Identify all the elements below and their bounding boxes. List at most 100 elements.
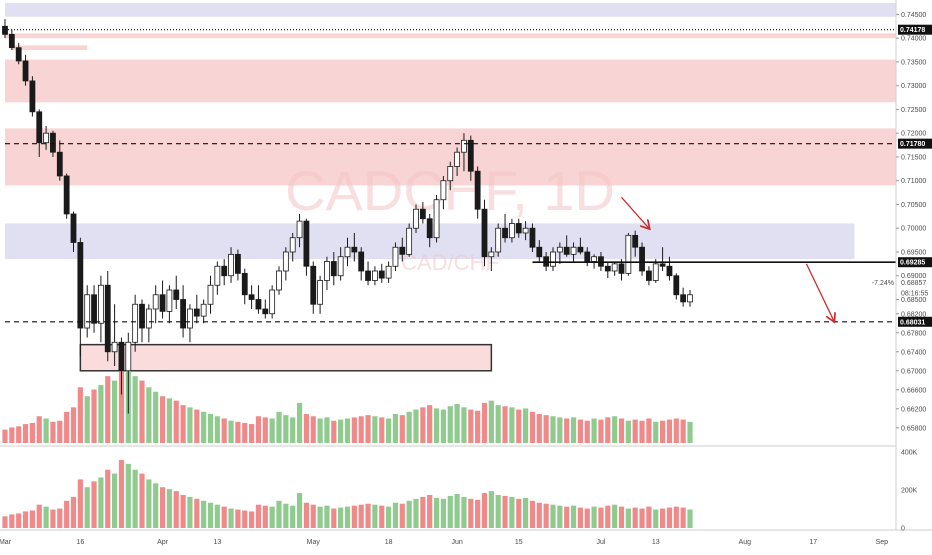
time-tick-label: Sep — [876, 539, 889, 546]
volume-pane-bar — [194, 498, 200, 528]
candle-body — [282, 251, 289, 272]
volume-bar — [386, 418, 392, 443]
price-axis[interactable]: 0.74500 0.74000 0.73500 0.73000 0.72500 0.720… — [872, 0, 932, 550]
volume-bar — [468, 409, 474, 443]
volume-pane-bar — [529, 500, 536, 528]
volume-bar — [618, 418, 625, 443]
volume-pane-bar — [221, 506, 227, 528]
candle-body — [296, 220, 303, 239]
levels-layer — [5, 29, 896, 323]
volume-bar — [77, 387, 83, 443]
volume-bar — [146, 387, 152, 443]
annotations-layer — [621, 196, 834, 321]
zones-layer — [5, 3, 896, 372]
candle-body — [577, 246, 584, 253]
volume-bar — [591, 418, 597, 443]
candle-body — [591, 256, 597, 262]
volume-bar — [605, 417, 611, 443]
time-tick-label: Aug — [739, 539, 752, 546]
volume-bar — [358, 416, 364, 443]
candle-body — [166, 289, 173, 312]
volume-pane-bar — [146, 479, 152, 528]
volume-bar — [523, 408, 529, 443]
candle-body — [317, 280, 324, 305]
candle-body — [467, 139, 474, 172]
volume-bar — [344, 418, 351, 443]
volume-bar — [16, 426, 22, 443]
candle-body — [152, 294, 159, 310]
price-tick-label: 0.67800 — [901, 330, 926, 337]
volume-pane-bar — [584, 508, 590, 528]
volume-pane-bar — [379, 505, 385, 528]
candle-body — [214, 265, 221, 286]
volume-pane-bar — [481, 493, 488, 528]
candle-body — [508, 223, 515, 239]
volume-pane-bar — [433, 497, 440, 528]
candle-body — [611, 263, 618, 272]
volume-pane-bar — [283, 503, 289, 528]
candle-body — [324, 261, 330, 281]
current-price: 0.68857 — [901, 280, 926, 287]
time-axis[interactable]: Mar 16 Apr 13 May 18 Jun 15 Jul 13 Aug 17 Sep — [0, 529, 932, 546]
volume-bar — [687, 421, 693, 443]
volume-pane-bar — [269, 506, 275, 528]
volume-pane-bar — [132, 469, 138, 528]
candle-body — [234, 253, 241, 274]
candle-body — [2, 25, 8, 35]
level-tag-level-support — [898, 257, 932, 268]
candle-body — [454, 151, 461, 167]
volume-pane-bar — [50, 509, 56, 528]
volume-bar — [29, 422, 35, 443]
volume-bar — [283, 415, 289, 443]
volume-bar — [481, 402, 488, 443]
volume-bar — [84, 396, 90, 443]
price-tick-label: 0.71000 — [901, 178, 926, 185]
volume-bar — [413, 409, 419, 443]
volume-bar — [379, 417, 385, 443]
volume-bar — [475, 410, 481, 443]
zone-supply-upper — [5, 33, 896, 39]
candle-body — [187, 308, 193, 329]
candle-body — [680, 294, 687, 303]
volume-pane-bar — [564, 506, 570, 528]
volume-bar — [495, 405, 501, 443]
volume-pane-bar — [427, 494, 433, 528]
volume-bar — [338, 419, 344, 443]
volume-pane-bar — [365, 503, 371, 528]
volume-bar — [64, 411, 70, 443]
volume-pane-bar — [228, 508, 234, 528]
candle-body — [433, 199, 440, 239]
volume-bar — [557, 417, 563, 443]
volume-pane-bar — [98, 477, 104, 528]
price-tick-label: 0.74000 — [901, 36, 926, 43]
volume-bar — [159, 396, 166, 443]
volume-pane-bar — [317, 506, 323, 528]
volume-bar — [249, 424, 255, 443]
volume-bar — [440, 409, 446, 443]
candle-body — [221, 265, 228, 277]
volume-bar — [598, 419, 604, 443]
candle-body — [556, 246, 563, 253]
time-tick-label: 17 — [809, 539, 817, 546]
volume-bar — [57, 420, 63, 443]
volume-bar — [550, 416, 556, 443]
volume-bar — [276, 411, 282, 443]
candle-body — [255, 299, 262, 310]
time-tick-label: Jul — [596, 539, 605, 546]
volume-bar — [673, 418, 679, 443]
candle-body — [200, 303, 207, 317]
volume-pane-bar — [509, 496, 515, 528]
price-tick-label: 0.71500 — [901, 154, 926, 161]
volume-bar — [228, 420, 234, 443]
time-tick-label: 16 — [76, 539, 84, 546]
volume-pane-bar — [338, 507, 344, 528]
candle-body — [56, 151, 63, 177]
volume-bar — [153, 391, 159, 443]
volume-pane-bar — [310, 504, 316, 528]
volume-pane-bar — [646, 506, 652, 528]
volume-pane-bar — [324, 505, 330, 528]
volume-pane-bar — [159, 487, 166, 528]
volume-pane-bar — [105, 469, 111, 528]
price-tick-label: 0.67400 — [901, 349, 926, 356]
